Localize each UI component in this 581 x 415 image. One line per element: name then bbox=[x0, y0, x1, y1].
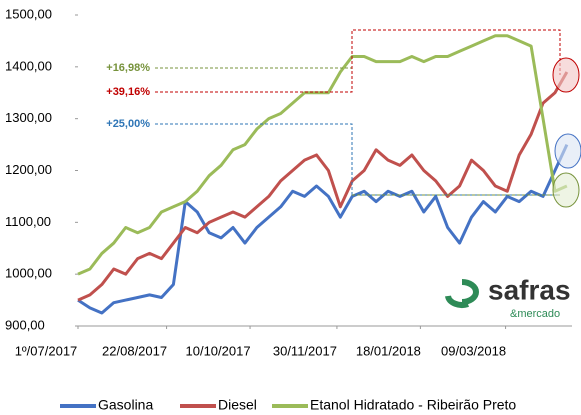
annotation: +25,00% bbox=[106, 118, 150, 130]
series-line bbox=[77, 71, 569, 302]
y-tick-label: 1500,00 bbox=[5, 6, 52, 21]
logo: safras &mercado bbox=[445, 274, 571, 320]
y-tick-label: 1100,00 bbox=[5, 214, 51, 229]
x-tick-label: 22/08/2017 bbox=[102, 343, 167, 358]
y-tick-label: 1200,00 bbox=[5, 162, 52, 177]
logo-name: safras bbox=[488, 274, 571, 305]
annotation-guides bbox=[155, 29, 581, 208]
logo-tagline: &mercado bbox=[510, 308, 560, 320]
legend-label: Diesel bbox=[218, 397, 257, 413]
y-tick-label: 1000,00 bbox=[5, 266, 52, 281]
x-tick-label: 30/11/2017 bbox=[273, 343, 337, 358]
y-tick-label: 1300,00 bbox=[5, 110, 52, 125]
logo-icon bbox=[445, 279, 479, 308]
x-tick-label: 18/01/2018 bbox=[356, 343, 421, 358]
legend-label: Etanol Hidratado - Ribeirão Preto bbox=[310, 397, 516, 413]
y-tick-label: 1400,00 bbox=[5, 58, 52, 73]
y-tick-label: 900,00 bbox=[5, 317, 45, 332]
x-tick-label: 10/10/2017 bbox=[186, 343, 251, 358]
annotation: +16,98% bbox=[106, 62, 150, 74]
legend-label: Gasolina bbox=[98, 397, 153, 413]
annotation: +39,16% bbox=[106, 86, 150, 98]
x-tick-label: 1º/07/2017 bbox=[15, 343, 78, 358]
plot: 900,00 1000,00 1100,00 1200,00 1300,00 1400,0… bbox=[5, 6, 572, 413]
x-tick-label: 09/03/2018 bbox=[441, 343, 506, 358]
series-line bbox=[77, 34, 568, 276]
series-line bbox=[77, 143, 569, 315]
